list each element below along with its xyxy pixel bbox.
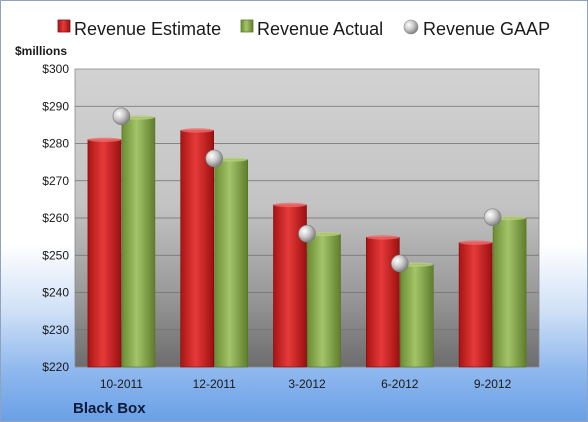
gaap-markers [112, 107, 502, 273]
bar-cap-revenue-estimate [459, 240, 493, 245]
legend-label-gaap: Revenue GAAP [423, 19, 550, 39]
bar-revenue-actual [307, 233, 341, 368]
bar-revenue-estimate [87, 139, 122, 368]
legend-label-actual: Revenue Actual [257, 19, 383, 39]
bar-revenue-actual [399, 264, 434, 368]
x-tick-label: 10-2011 [100, 377, 143, 391]
y-tick-label: $220 [42, 360, 69, 374]
marker-revenue-gaap [390, 254, 409, 273]
marker-revenue-gaap [298, 224, 316, 243]
legend-item-gaap: Revenue GAAP [403, 19, 550, 39]
bar-cap-revenue-estimate [366, 235, 400, 240]
y-tick-label: $250 [42, 248, 69, 262]
legend-swatch-estimate [57, 19, 71, 33]
legend-swatch-gaap [403, 19, 419, 35]
legend-swatch-actual [240, 19, 254, 33]
x-axis-ticks: 10-2011 12-2011 3-2012 6-2012 9-2012 [100, 377, 512, 391]
legend-item-actual: Revenue Actual [240, 19, 383, 39]
bar-cap-revenue-estimate [180, 128, 214, 133]
legend: Revenue Estimate Revenue Actual Revenue … [57, 19, 550, 39]
bar-revenue-actual [214, 159, 248, 368]
legend-item-estimate: Revenue Estimate [57, 19, 221, 39]
y-axis-ticks: $220 $230 $240 $250 $260 $270 $280 $290 $300 [42, 62, 69, 374]
x-tick-label: 12-2011 [193, 377, 236, 391]
marker-revenue-gaap [483, 208, 502, 227]
x-tick-label: 3-2012 [288, 377, 326, 391]
y-tick-label: $280 [42, 137, 69, 151]
x-tick-label: 9-2012 [474, 377, 512, 391]
marker-revenue-gaap [205, 149, 223, 168]
bar-revenue-estimate [458, 242, 493, 368]
bar-revenue-estimate [180, 130, 214, 368]
y-tick-label: $260 [42, 211, 69, 225]
y-tick-label: $270 [42, 174, 69, 188]
bar-cap-revenue-estimate [273, 202, 307, 208]
bar-revenue-actual [121, 117, 156, 368]
y-axis-unit-label: $millions [15, 44, 67, 58]
x-tick-label: 6-2012 [381, 377, 419, 391]
y-tick-label: $300 [42, 62, 69, 76]
bar-revenue-actual [492, 217, 527, 368]
y-tick-label: $290 [42, 99, 69, 113]
y-tick-label: $240 [42, 286, 69, 300]
legend-label-estimate: Revenue Estimate [74, 19, 221, 39]
bars [87, 115, 527, 368]
y-tick-label: $230 [42, 323, 69, 337]
bar-cap-revenue-estimate [87, 137, 121, 142]
company-name: Black Box [73, 400, 146, 417]
marker-revenue-gaap [112, 107, 131, 126]
